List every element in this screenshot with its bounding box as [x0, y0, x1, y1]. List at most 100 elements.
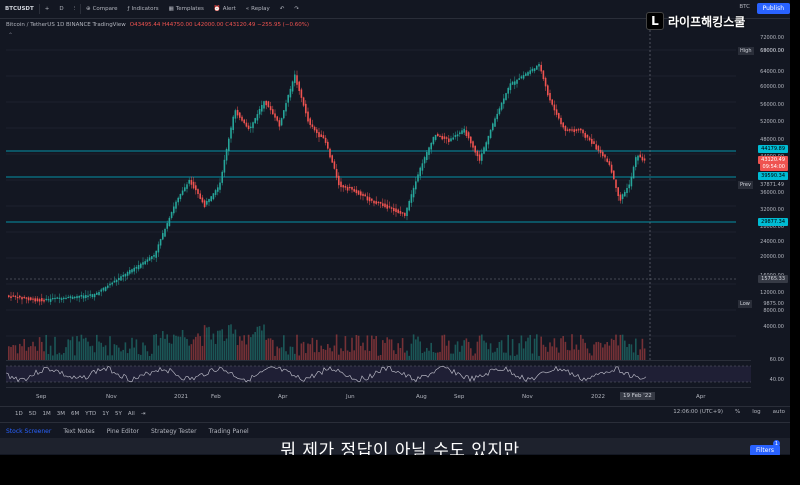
volume-bar	[393, 350, 395, 360]
range-all[interactable]: All	[127, 411, 135, 417]
templates-button[interactable]: ▦ Templates	[164, 0, 209, 18]
clock-label[interactable]: 12:06:00 (UTC+9)	[673, 409, 723, 415]
replay-button[interactable]: «Replay	[241, 0, 275, 18]
candle-body	[109, 283, 111, 286]
volume-bar	[89, 346, 91, 360]
volume-bar	[595, 342, 597, 360]
candle-body	[102, 287, 105, 291]
volume-bar	[199, 336, 201, 360]
rsi-oscillator[interactable]	[6, 360, 751, 388]
volume-bar	[593, 344, 595, 360]
candle-body	[520, 76, 523, 79]
symbol-search[interactable]: BTCUSDT	[0, 0, 39, 18]
candle-body	[338, 175, 340, 186]
price-axis[interactable]: 40.0060.004000.008000.0012000.0016000.00…	[738, 30, 788, 410]
auto-toggle[interactable]: auto	[772, 409, 785, 415]
candle-body	[80, 294, 83, 297]
candle-body	[562, 122, 564, 128]
candle-body	[76, 296, 78, 299]
time-tick-label: Nov	[106, 394, 117, 400]
range-5y[interactable]: 5Y	[115, 411, 122, 417]
candle-body	[146, 259, 149, 262]
volume-bar	[166, 334, 168, 360]
volume-bar	[313, 352, 316, 360]
volume-bar	[137, 354, 140, 360]
volume-bar	[478, 335, 481, 360]
volume-bar	[463, 340, 465, 360]
tab-pine-editor[interactable]: Pine Editor	[106, 427, 139, 435]
redo-button[interactable]: ↷	[289, 0, 304, 18]
compare-button[interactable]: ⊕ Compare	[81, 0, 123, 18]
price-tick-label: 28000.00	[760, 224, 784, 230]
candle-body	[412, 187, 415, 198]
redo-icon: ↷	[294, 6, 299, 12]
indicators-button[interactable]: ƒ Indicators	[123, 0, 164, 18]
candle-body	[78, 295, 80, 298]
tab-strategy-tester[interactable]: Strategy Tester	[151, 427, 197, 435]
undo-button[interactable]: ↶	[275, 0, 290, 18]
tab-trading-panel[interactable]: Trading Panel	[208, 427, 249, 435]
volume-bar	[547, 351, 549, 360]
range-1y[interactable]: 1Y	[102, 411, 110, 417]
candle-body	[25, 297, 28, 299]
volume-bar	[287, 354, 289, 360]
legend-title[interactable]: Bitcoin / TetherUS 1D BINANCE TradingVie…	[6, 22, 126, 28]
percent-toggle[interactable]: %	[734, 409, 741, 415]
volume-bar	[170, 343, 173, 360]
candle-body	[384, 203, 386, 208]
go-to-date-icon[interactable]: ⇥	[140, 411, 146, 417]
collapse-legend-icon[interactable]: ⌃	[8, 32, 14, 39]
volume-bar	[498, 341, 501, 360]
price-tick-label: 56000.00	[760, 102, 784, 108]
chart-type-button[interactable]: ⫶	[69, 0, 80, 18]
range-1m[interactable]: 1M	[42, 411, 51, 417]
candle-body	[558, 113, 560, 119]
candle-body	[406, 207, 408, 217]
publish-button[interactable]: Publish	[756, 3, 790, 14]
range-1d[interactable]: 1D	[15, 411, 23, 417]
candle-body	[190, 180, 193, 185]
filters-button[interactable]: Filters	[750, 445, 780, 456]
candlestick-chart[interactable]	[6, 30, 736, 360]
volume-bar	[219, 330, 221, 360]
volume-bar	[285, 351, 287, 360]
volume-bar	[27, 347, 30, 360]
range-5d[interactable]: 5D	[28, 411, 37, 417]
range-ytd[interactable]: YTD	[85, 411, 97, 417]
alert-button[interactable]: ⏰ Alert	[209, 0, 241, 18]
candle-body	[184, 187, 186, 192]
range-6m[interactable]: 6M	[70, 411, 80, 417]
interval-button[interactable]: D	[54, 0, 68, 18]
time-axis[interactable]: Sep Nov 2021 Feb Apr Jun Aug Sep Nov 2022 Apr	[6, 394, 746, 404]
volume-bar	[404, 352, 406, 360]
candle-body	[527, 72, 529, 76]
candle-body	[199, 193, 201, 199]
candle-body	[126, 271, 129, 276]
range-3m[interactable]: 3M	[56, 411, 65, 417]
candle-body	[60, 298, 63, 300]
channel-logo: L 라이프해킹스쿨	[646, 12, 745, 30]
tab-text-notes[interactable]: Text Notes	[63, 427, 95, 435]
candle-body	[45, 298, 47, 301]
volume-bar	[485, 342, 487, 360]
log-toggle[interactable]: log	[752, 409, 761, 415]
candle-body	[417, 174, 419, 182]
candle-body	[269, 106, 272, 111]
volume-bar	[591, 355, 593, 360]
candle-body	[261, 105, 263, 112]
tab-stock-screener[interactable]: Stock Screener	[6, 427, 52, 435]
volume-bar	[280, 347, 283, 360]
volume-bar	[408, 355, 410, 360]
ticker-badge[interactable]: BTC	[739, 4, 750, 10]
add-symbol-button[interactable]: +	[40, 0, 55, 18]
volume-bar	[221, 329, 223, 360]
volume-bar	[333, 345, 336, 360]
volume-bar	[146, 351, 149, 360]
volume-bar	[100, 342, 102, 360]
volume-bar	[274, 355, 276, 360]
volume-bar	[102, 346, 105, 360]
volume-bar	[162, 331, 164, 360]
candle-body	[153, 254, 155, 257]
interval-label: D	[59, 6, 64, 12]
candle-body	[445, 137, 448, 139]
